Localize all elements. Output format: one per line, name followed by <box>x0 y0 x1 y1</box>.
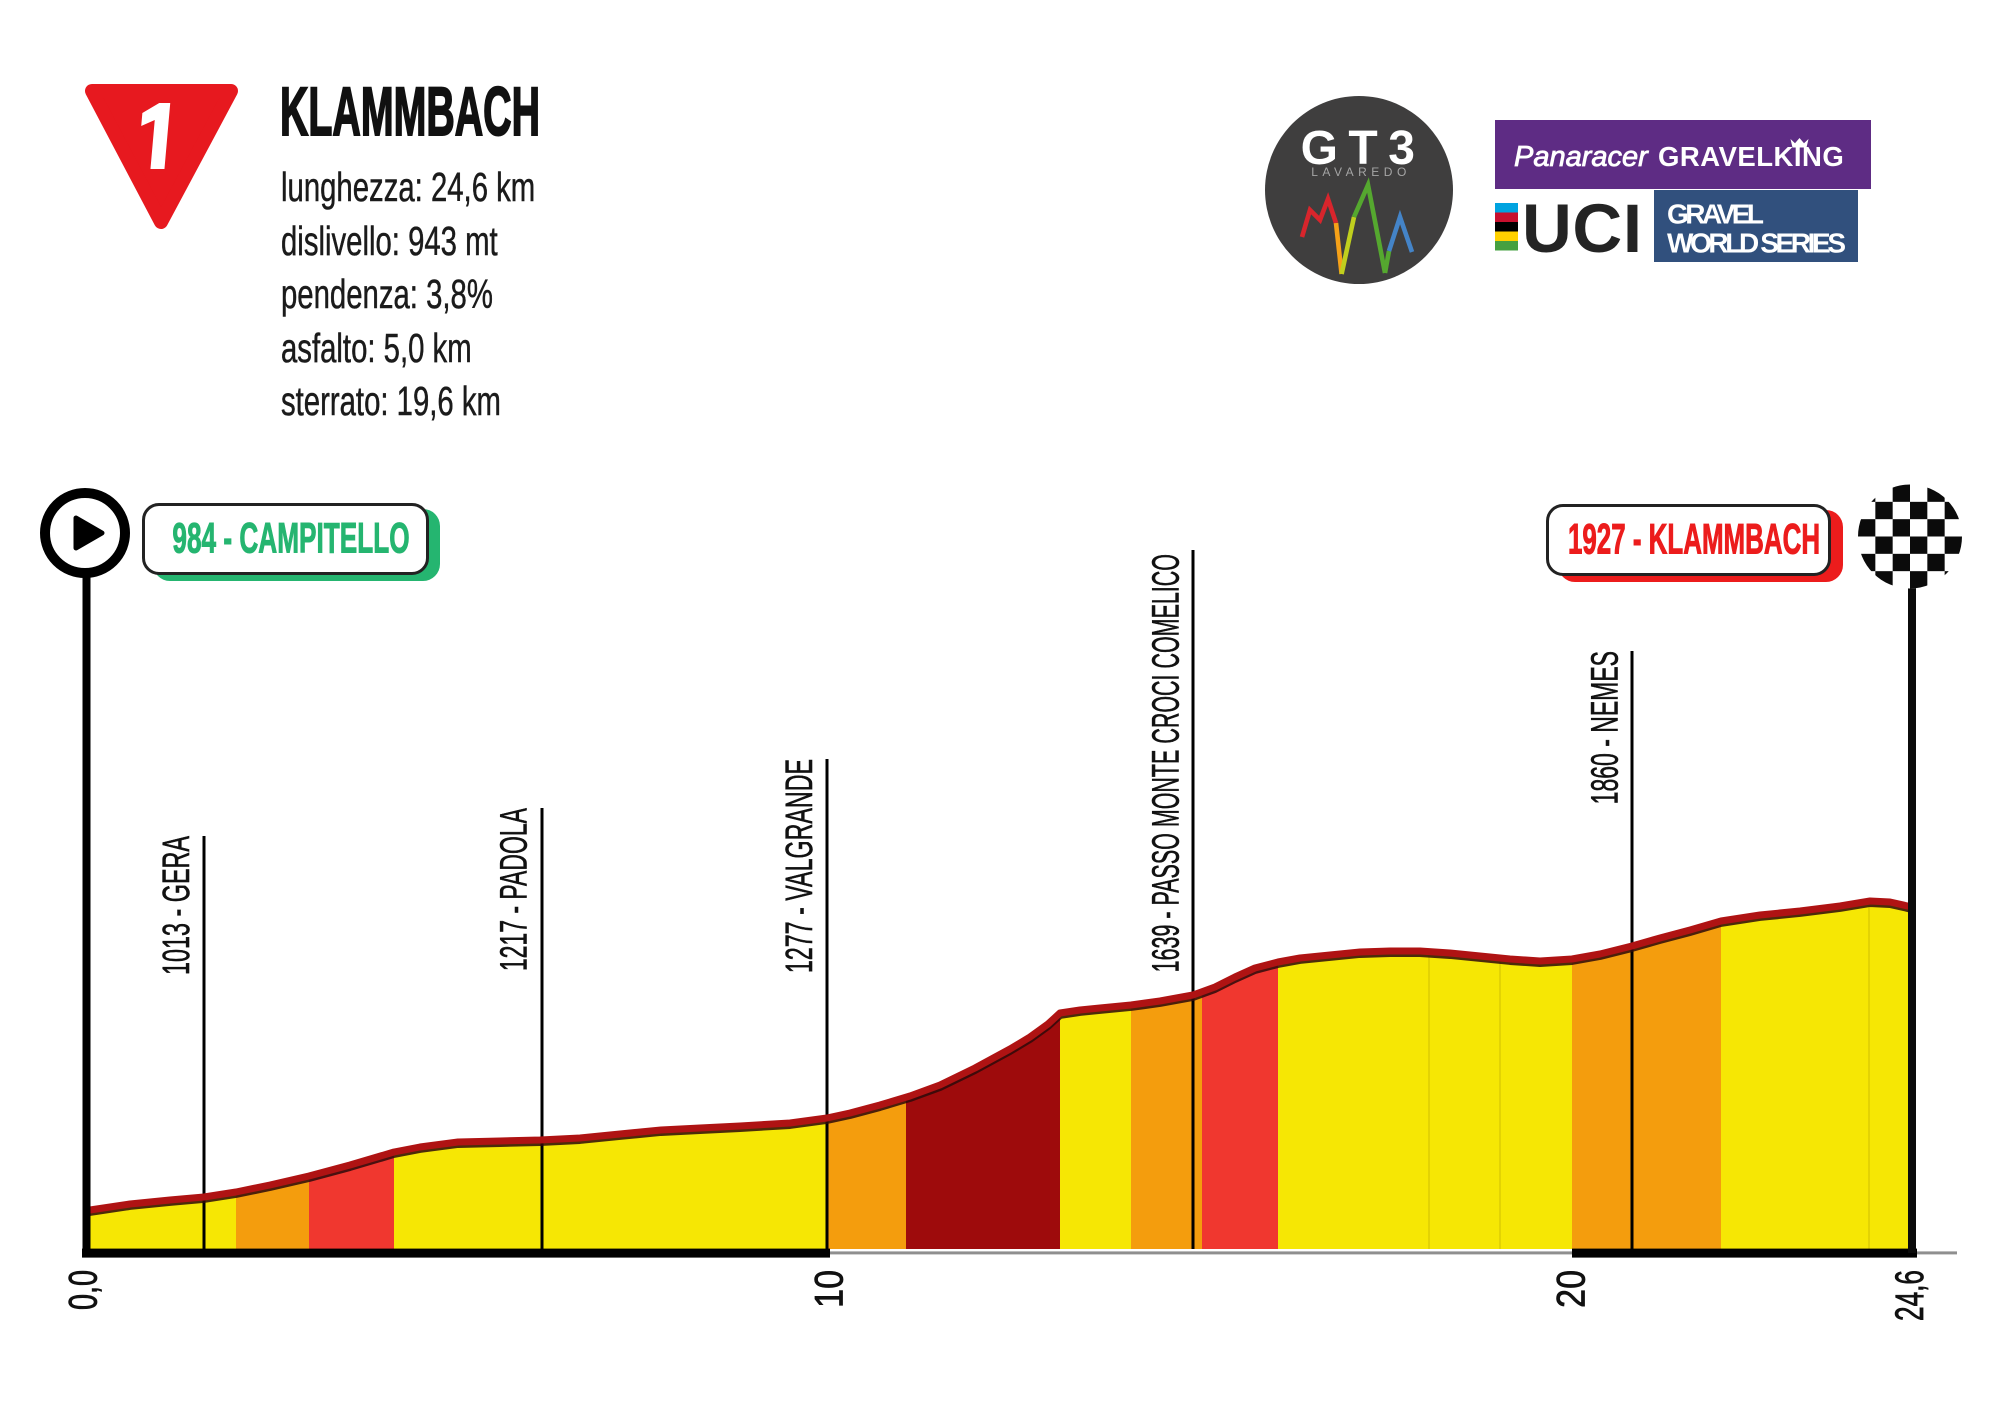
svg-text:GRAVELKING: GRAVELKING <box>1658 141 1844 172</box>
svg-text:WORLD SERIES: WORLD SERIES <box>1667 228 1846 259</box>
svg-text:Panaracer: Panaracer <box>1514 141 1649 173</box>
svg-text:UCI: UCI <box>1522 190 1642 267</box>
svg-text:GT3: GT3 <box>1301 122 1426 175</box>
svg-text:GRAVEL: GRAVEL <box>1667 199 1764 230</box>
svg-text:LAVAREDO: LAVAREDO <box>1311 165 1411 179</box>
